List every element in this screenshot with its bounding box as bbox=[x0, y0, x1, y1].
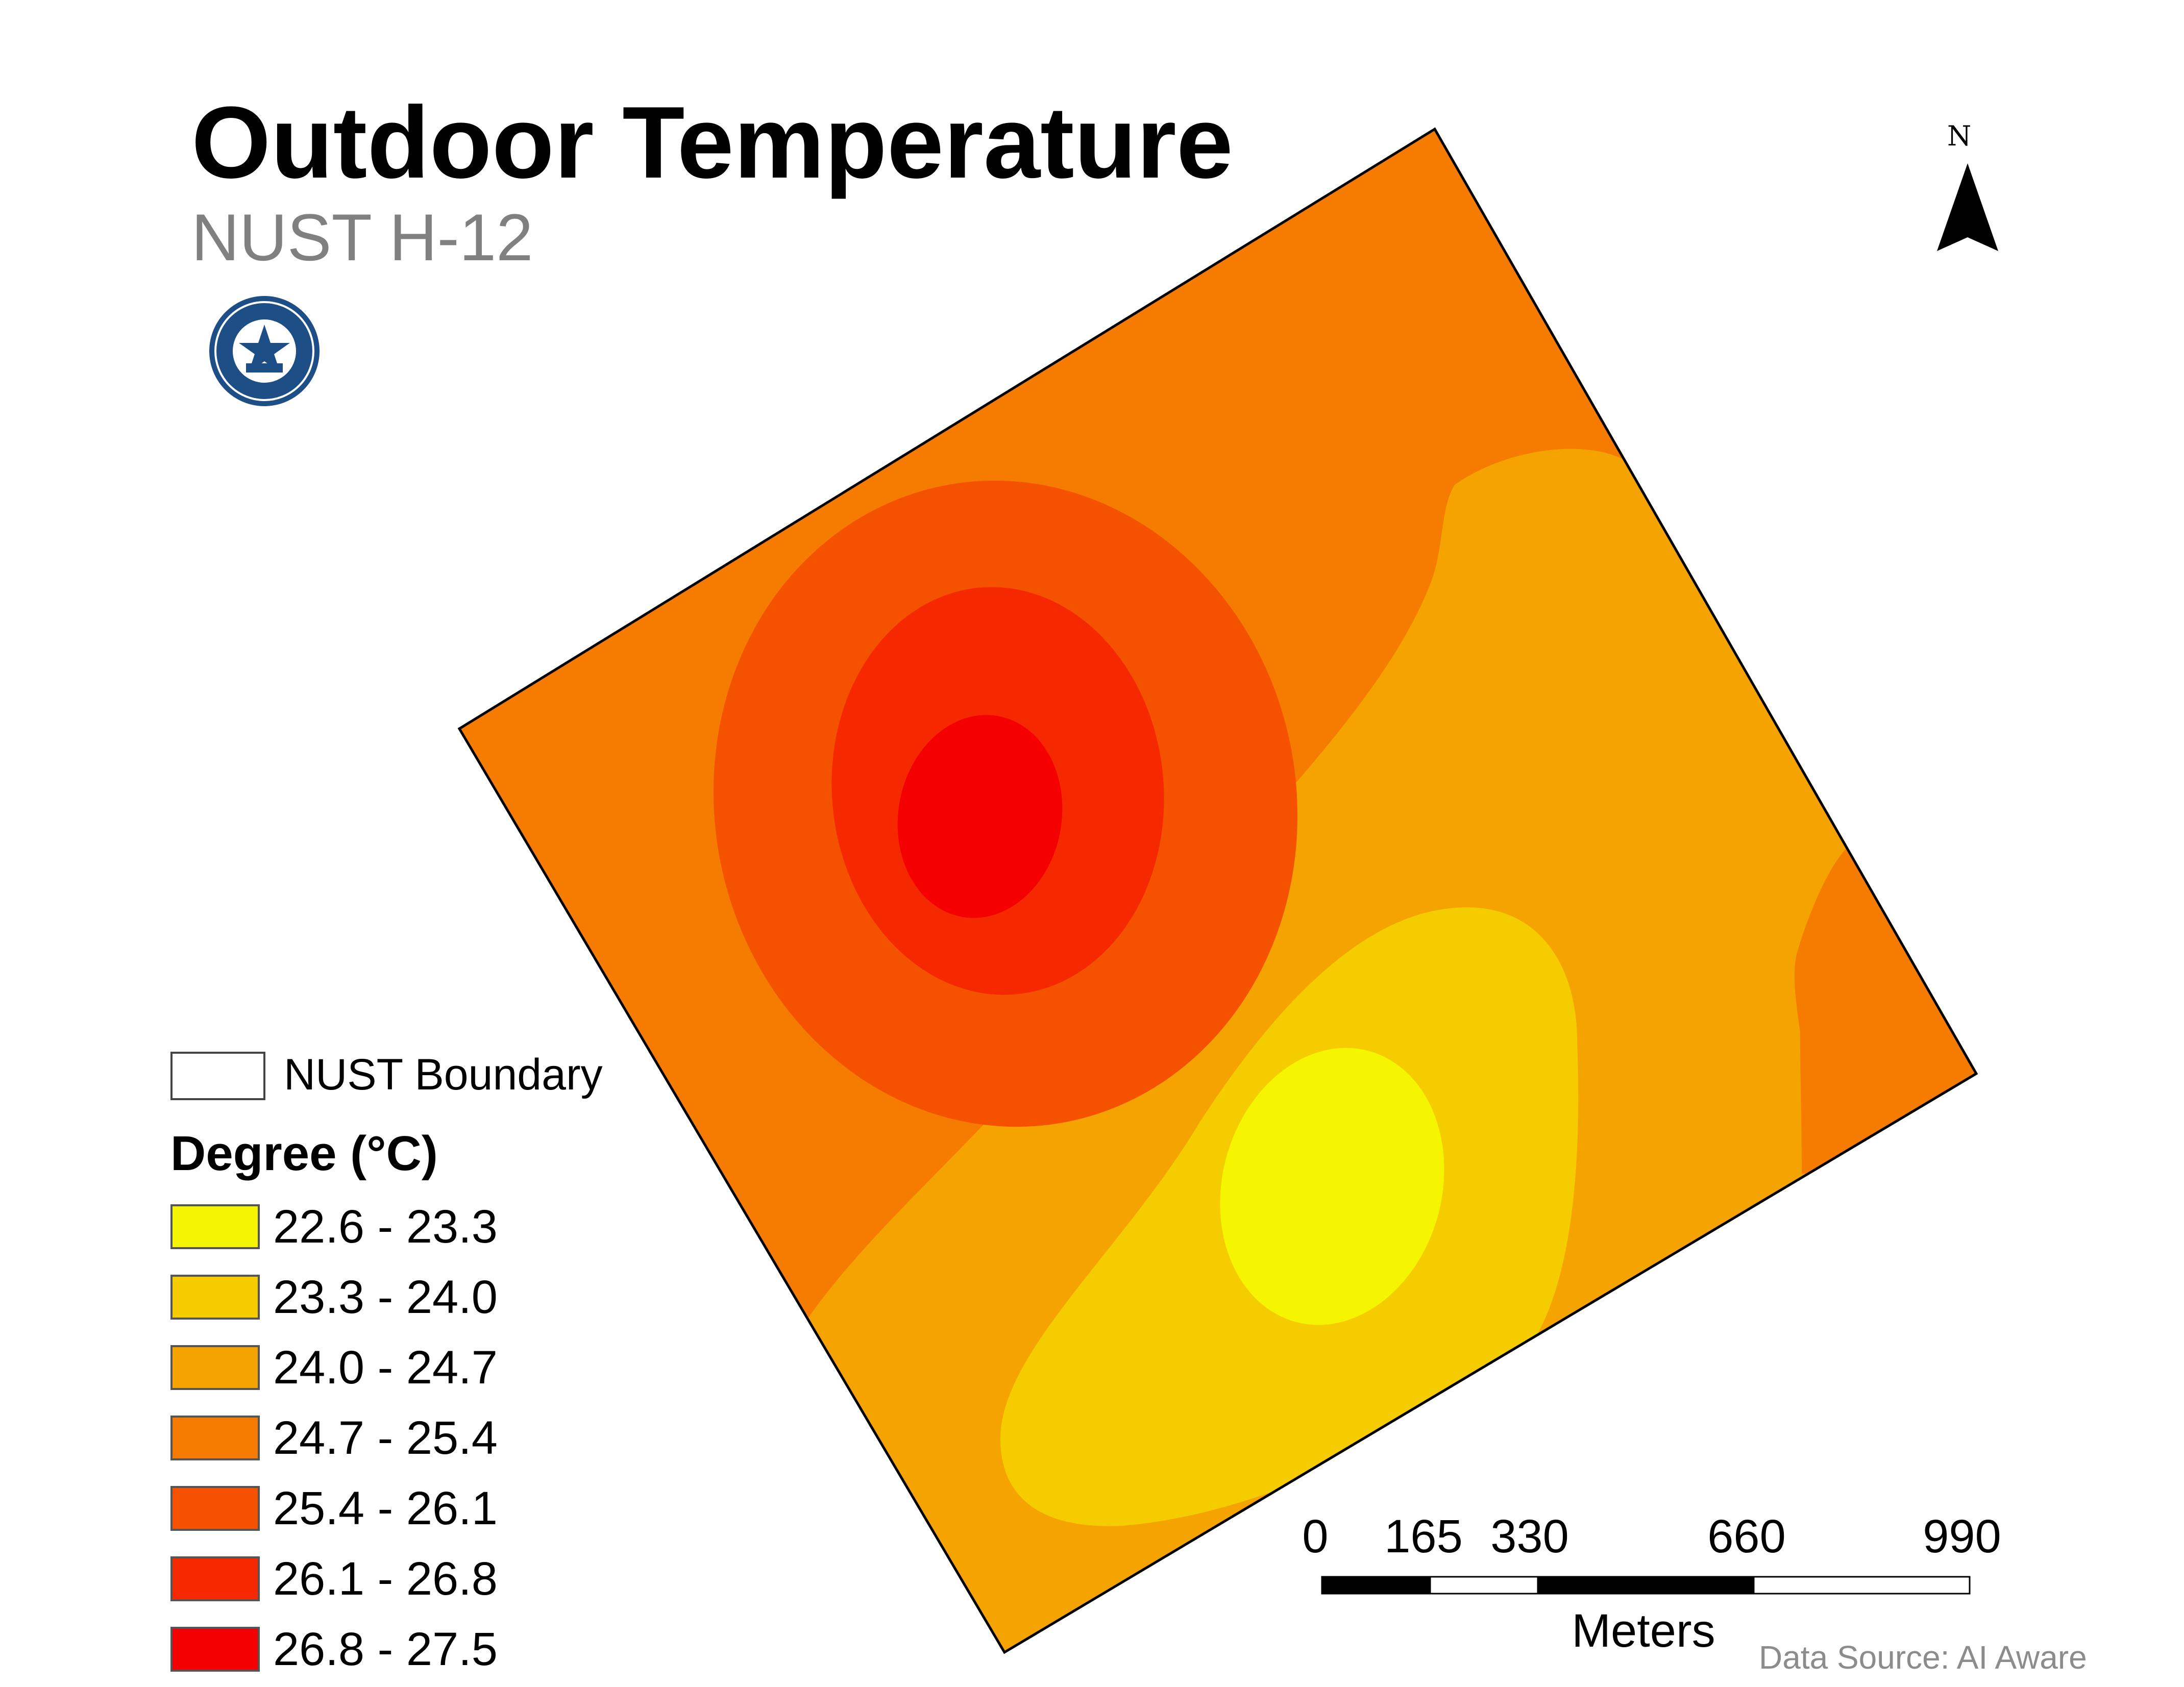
zone-24.7-25.4-east bbox=[1800, 847, 1976, 1174]
legend-swatch bbox=[170, 1416, 260, 1460]
legend-label: 22.6 - 23.3 bbox=[273, 1201, 498, 1253]
legend-label: 26.1 - 26.8 bbox=[273, 1553, 498, 1605]
zone-22.6-23.3 bbox=[1220, 1048, 1444, 1325]
nust-boundary-outline bbox=[457, 127, 1978, 1654]
legend-boundary-swatch bbox=[170, 1052, 265, 1100]
legend-label: 25.4 - 26.1 bbox=[273, 1482, 498, 1534]
scale-tick-label: 165 bbox=[1384, 1510, 1463, 1562]
legend-boundary-label: NUST Boundary bbox=[284, 1050, 603, 1099]
legend-swatch bbox=[170, 1345, 260, 1390]
scale-bar bbox=[1321, 1576, 1971, 1595]
legend-heading: Degree (°C) bbox=[170, 1126, 438, 1181]
zone-26.8-27.5 bbox=[897, 715, 1063, 918]
scale-tick-label: 0 bbox=[1302, 1510, 1329, 1562]
map-title: Outdoor Temperature bbox=[191, 86, 1233, 200]
legend-label: 23.3 - 24.0 bbox=[273, 1271, 498, 1323]
scale-seg-4 bbox=[1753, 1576, 1971, 1595]
north-arrow-icon bbox=[1937, 163, 1998, 251]
scale-tick-label: 660 bbox=[1707, 1510, 1786, 1562]
legend-label: 24.7 - 25.4 bbox=[273, 1412, 498, 1464]
north-label: N bbox=[1947, 120, 1972, 152]
temperature-zones bbox=[459, 129, 1976, 1652]
nust-seal-logo bbox=[209, 296, 320, 406]
map-subtitle: NUST H-12 bbox=[191, 200, 533, 275]
legend-label: 26.8 - 27.5 bbox=[273, 1623, 498, 1675]
legend-swatch bbox=[170, 1556, 260, 1601]
scale-tick-label: 990 bbox=[1923, 1510, 2001, 1562]
scale-seg-2 bbox=[1429, 1576, 1539, 1595]
legend-swatch bbox=[170, 1275, 260, 1320]
legend-swatch bbox=[170, 1486, 260, 1531]
legend-swatch bbox=[170, 1204, 260, 1249]
legend-swatch bbox=[170, 1627, 260, 1672]
scale-tick-label: 330 bbox=[1490, 1510, 1569, 1562]
scale-units-label: Meters bbox=[1572, 1605, 1715, 1657]
legend-label: 24.0 - 24.7 bbox=[273, 1342, 498, 1394]
scale-seg-3 bbox=[1537, 1576, 1755, 1595]
data-source: Data Source: AI Aware bbox=[1759, 1639, 2087, 1676]
scale-seg-1 bbox=[1321, 1576, 1431, 1595]
